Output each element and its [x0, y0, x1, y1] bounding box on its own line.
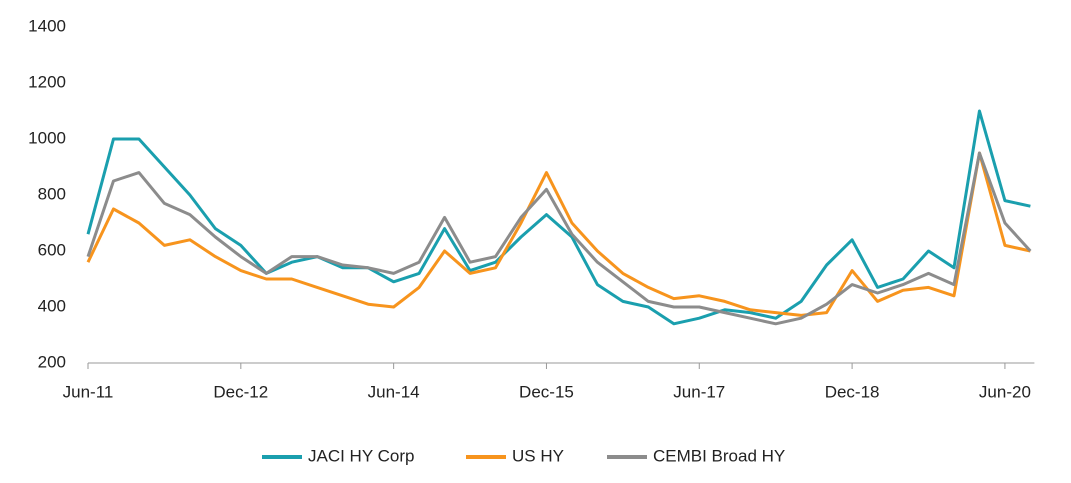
- y-tick-label: 1400: [28, 16, 66, 35]
- y-tick-label: 1000: [28, 128, 66, 147]
- legend-label: CEMBI Broad HY: [653, 446, 785, 465]
- legend-label: JACI HY Corp: [308, 446, 414, 465]
- x-tick-label: Jun-20: [979, 382, 1031, 401]
- legend-label: US HY: [512, 446, 564, 465]
- series-line: [86, 109, 1031, 326]
- y-tick-label: 400: [38, 296, 66, 315]
- x-tick-label: Jun-11: [63, 382, 114, 401]
- series-line: [86, 151, 1032, 326]
- x-tick-label: Dec-12: [213, 382, 268, 401]
- y-tick-label: 200: [38, 352, 66, 371]
- x-tick-label: Dec-15: [519, 382, 574, 401]
- x-tick-label: Dec-18: [825, 382, 880, 401]
- y-tick-label: 800: [38, 184, 66, 203]
- y-tick-label: 1200: [28, 72, 66, 91]
- x-tick-label: Jun-14: [368, 382, 420, 401]
- y-tick-label: 600: [38, 240, 66, 259]
- x-tick-label: Jun-17: [673, 382, 725, 401]
- series-line: [86, 151, 1031, 317]
